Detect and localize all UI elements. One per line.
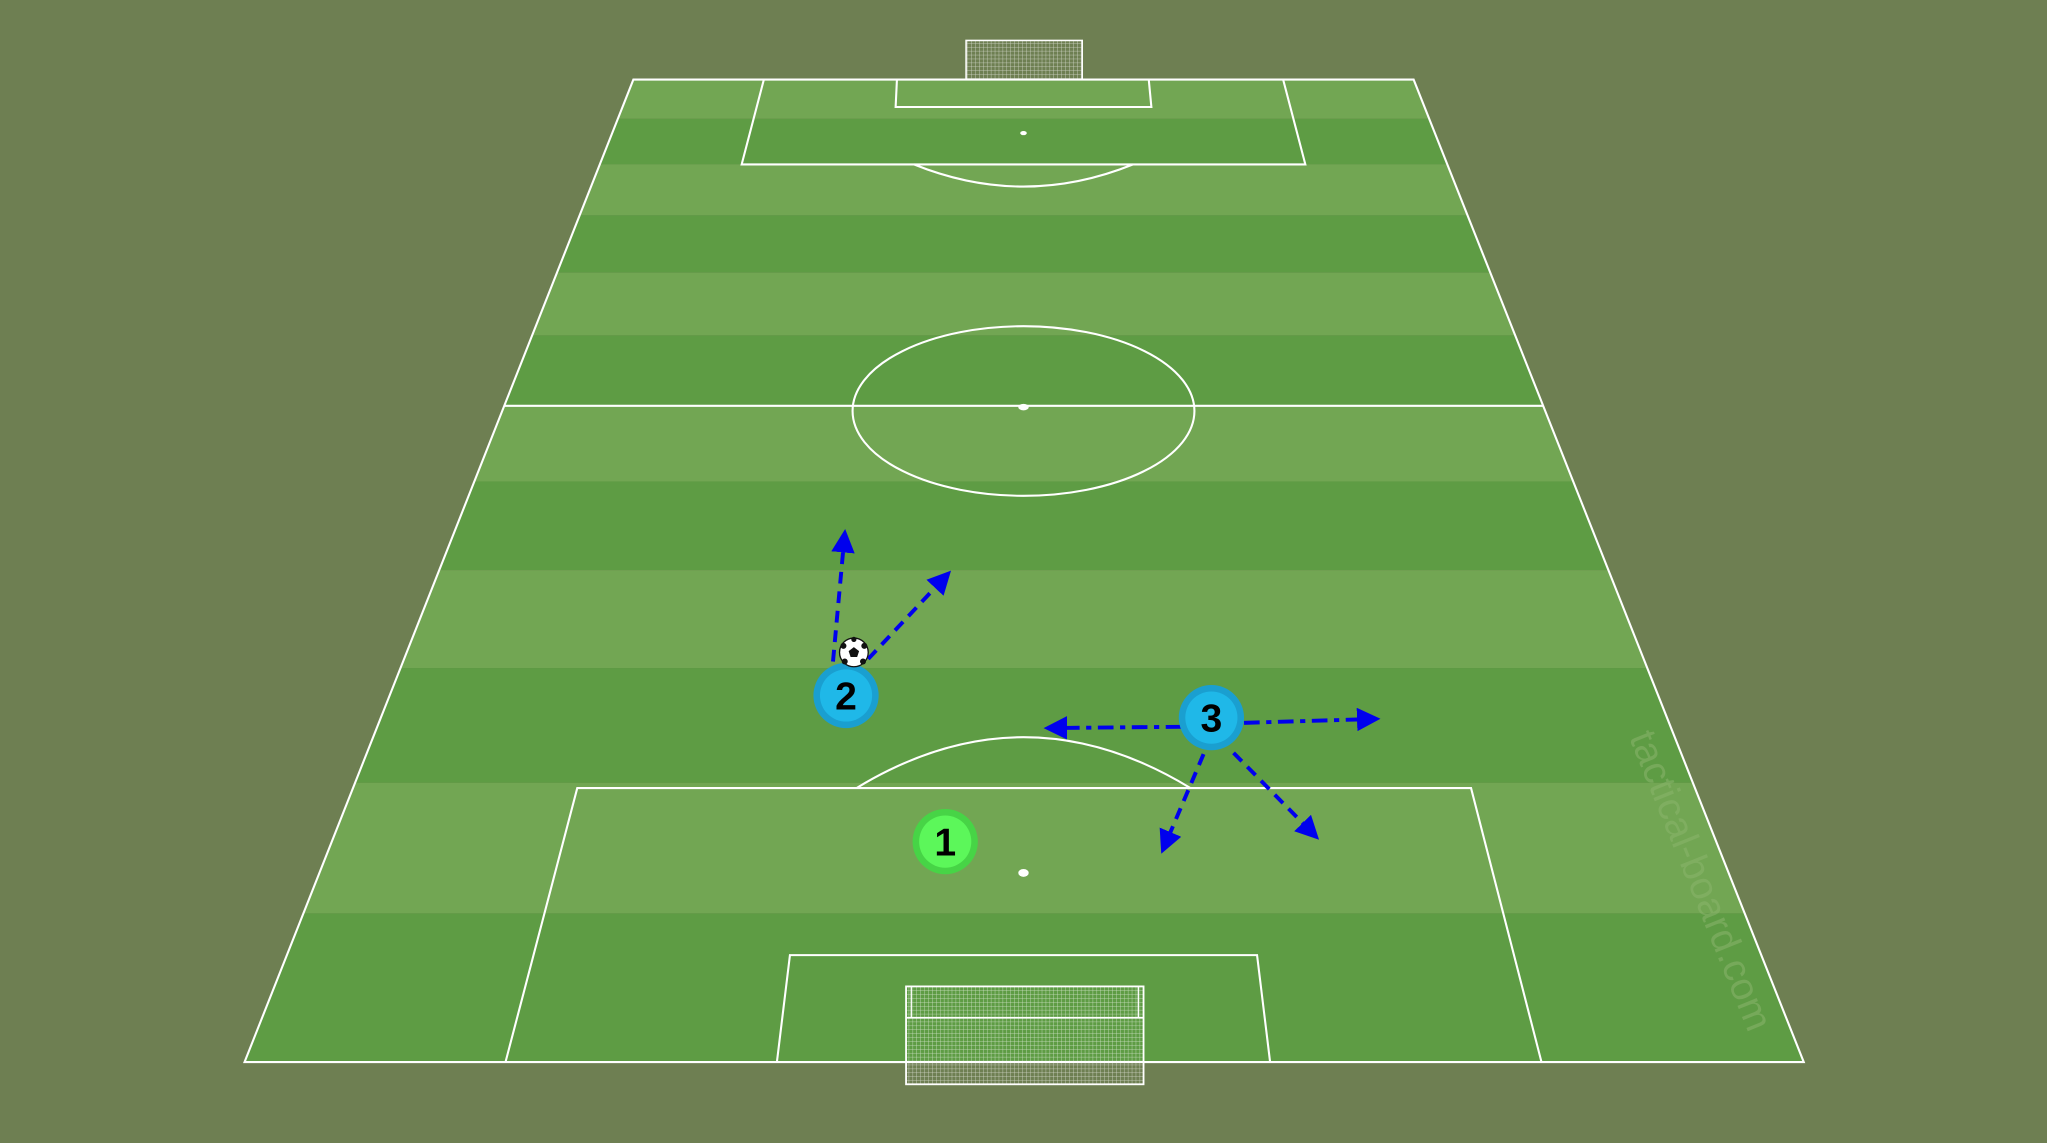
player-number: 1: [934, 821, 956, 864]
bottom-goal-area: [775, 954, 1272, 1063]
arrow-3-right: [1243, 707, 1381, 732]
bottom-penalty-spot: [1018, 868, 1029, 877]
arrow-3-back-left: [1159, 753, 1206, 854]
top-goal: [965, 39, 1083, 81]
top-penalty-arc: [913, 163, 1134, 188]
pitch-stripe: [244, 782, 1804, 914]
top-goal-area: [894, 79, 1153, 109]
center-spot: [1018, 403, 1029, 411]
pitch-stripe: [244, 405, 1804, 482]
touchline: [243, 78, 1806, 1064]
arrow-3-left: [1043, 716, 1182, 740]
center-circle: [851, 325, 1196, 497]
bottom-penalty-arc: [855, 736, 1192, 789]
pitch-stripe: [244, 668, 1804, 783]
player-3[interactable]: 3: [1178, 685, 1245, 751]
arrow-2-forward: [831, 528, 855, 662]
bottom-goal: [905, 985, 1145, 1086]
player-number: 2: [835, 675, 857, 718]
soccer-ball-icon[interactable]: [838, 636, 869, 668]
bottom-penalty-box: [504, 787, 1543, 1063]
top-penalty-box: [740, 79, 1307, 166]
movement-arrows: [831, 528, 1381, 854]
pitch-lines: [243, 78, 1806, 1064]
top-penalty-spot: [1020, 131, 1027, 136]
player-number: 3: [1201, 697, 1223, 740]
player-2[interactable]: 2: [813, 662, 879, 729]
pitch-stripe: [244, 570, 1804, 669]
player-1[interactable]: 1: [912, 808, 978, 875]
